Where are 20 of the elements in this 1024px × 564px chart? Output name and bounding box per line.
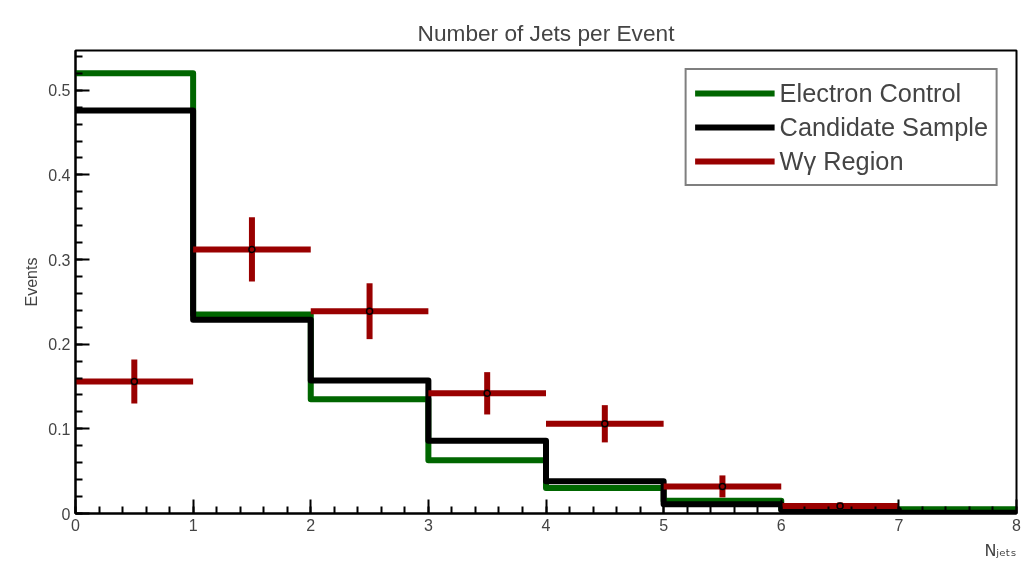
y-tick-label: 0.4	[48, 166, 71, 184]
legend-label: Wγ Region	[779, 146, 904, 176]
x-tick-label: 8	[1012, 516, 1022, 534]
x-tick-label: 2	[306, 516, 316, 534]
x-tick-label: 4	[541, 516, 551, 534]
x-tick-label: 1	[188, 516, 198, 534]
chart-title: Number of Jets per Event	[417, 19, 676, 46]
y-tick-label: 0.5	[48, 82, 71, 100]
x-axis-title: Nⱼₑₜₛ	[984, 540, 1017, 560]
y-axis-title: Events	[23, 257, 41, 307]
y-tick-label: 0.3	[48, 251, 71, 269]
y-tick-label: 0.2	[48, 336, 71, 354]
x-tick-label: 6	[776, 516, 786, 534]
legend-label: Candidate Sample	[779, 112, 988, 142]
legend-label: Electron Control	[779, 78, 962, 108]
x-tick-label: 5	[659, 516, 669, 534]
x-tick-label: 7	[894, 516, 904, 534]
y-tick-label: 0	[61, 505, 71, 523]
y-tick-label: 0.1	[48, 420, 71, 438]
x-tick-label: 3	[423, 516, 433, 534]
